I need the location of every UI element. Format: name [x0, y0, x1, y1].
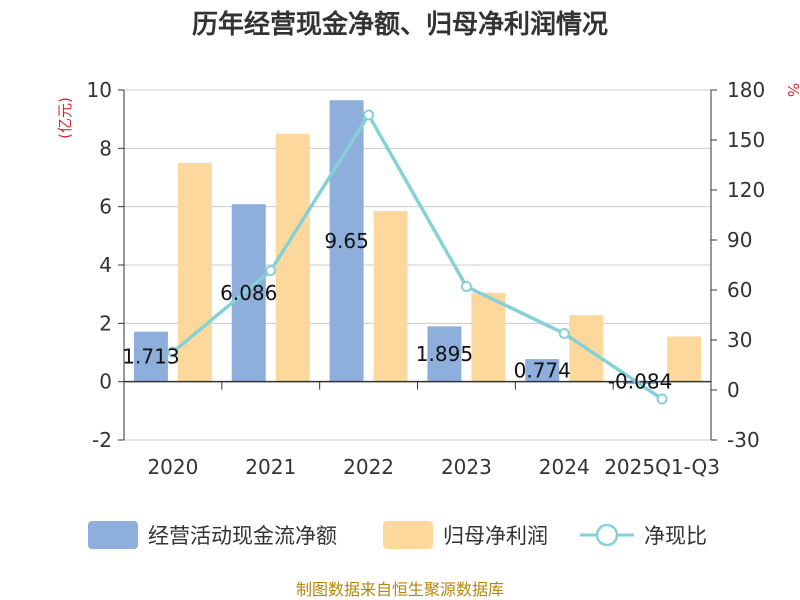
- cashflow-data-label: 0.774: [514, 358, 571, 382]
- y-right-tick-label: 60: [727, 278, 752, 302]
- cashflow-bar-2021: [231, 204, 266, 382]
- chart-title: 历年经营现金净额、归母净利润情况: [192, 9, 608, 40]
- cashflow-data-label: 9.65: [324, 229, 369, 253]
- y-right-tick-label: 150: [727, 128, 765, 152]
- y-right-tick-label: 0: [727, 378, 740, 402]
- y-right-tick-label: 90: [727, 228, 752, 252]
- y-left-tick-label: 2: [99, 311, 112, 335]
- ratio-point-2022: [363, 109, 375, 121]
- cashflow-data-label: 6.086: [220, 281, 277, 305]
- ratio-point-2021: [265, 265, 277, 277]
- x-tick-label: 2021: [245, 455, 296, 479]
- y-left-tick-label: 0: [99, 370, 112, 394]
- y-right-unit: %: [784, 83, 800, 97]
- source-note: 制图数据来自恒生聚源数据库: [296, 580, 504, 599]
- axes: -2 0 2 4 6 8 10 -30 0 30 60 90 120 150 180 2020 2021 2022…: [87, 78, 766, 479]
- y-left-tick-label: 10: [87, 78, 112, 102]
- bars: [133, 100, 702, 385]
- profit-bar-2022: [373, 211, 408, 382]
- y-right-tick-label: 30: [727, 328, 752, 352]
- ratio-line-path: [171, 111, 664, 401]
- profit-bar-2025Q1-Q3: [667, 336, 702, 382]
- y-left-tick-label: 4: [99, 253, 112, 277]
- x-tick-label: 2020: [147, 455, 198, 479]
- y-left-tick-label: 6: [99, 195, 112, 219]
- y-right-tick-label: -30: [727, 428, 760, 452]
- ratio-point-2023: [460, 281, 472, 292]
- legend-label-ratio: 净现比: [644, 524, 707, 548]
- y-left-tick-label: 8: [99, 136, 112, 160]
- x-tick-label: 2023: [441, 455, 492, 479]
- legend-swatch-profit: [383, 521, 433, 549]
- profit-bar-2021: [275, 133, 310, 382]
- y-right-tick-label: 180: [727, 78, 765, 102]
- grid-lines: [124, 89, 711, 441]
- legend-label-profit: 归母净利润: [443, 524, 548, 548]
- x-tick-label: 2022: [343, 455, 394, 479]
- cashflow-bar-2020: [133, 331, 168, 382]
- y-right-tick-label: 120: [727, 178, 765, 202]
- x-tick-label: 2024: [539, 455, 590, 479]
- data-labels: 1.713 6.086 9.65 1.895 0.774 -0.084: [122, 229, 672, 394]
- cashflow-data-label: -0.084: [608, 370, 672, 394]
- legend-swatch-cashflow: [88, 521, 138, 549]
- legend-label-cashflow: 经营活动现金流净额: [148, 524, 337, 548]
- cashflow-bar-2024: [525, 359, 560, 382]
- profit-bar-2020: [177, 162, 212, 382]
- profit-bar-2023: [471, 292, 506, 382]
- cashflow-data-label: 1.713: [122, 345, 179, 369]
- ratio-point-2024: [558, 328, 570, 339]
- x-tick-label: 2025Q1-Q3: [604, 455, 720, 479]
- cashflow-data-label: 1.895: [416, 342, 473, 366]
- ratio-point-2025Q1-Q3: [656, 393, 668, 405]
- ratio-line: [167, 109, 668, 405]
- ratio-point-2020: [167, 346, 179, 358]
- legend-marker-ratio: [595, 523, 619, 547]
- cashflow-bar-2023: [427, 326, 462, 382]
- y-left-unit: (亿元): [56, 97, 74, 139]
- y-left-tick-label: -2: [92, 428, 112, 452]
- legend: 经营活动现金流净额 归母净利润 净现比: [88, 521, 707, 549]
